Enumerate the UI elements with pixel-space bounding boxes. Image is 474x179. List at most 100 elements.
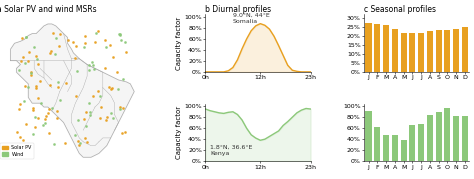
Point [121, 130, 129, 133]
Point [27, 74, 35, 76]
Point [31, 125, 38, 128]
Point [106, 43, 113, 46]
Point [74, 118, 82, 121]
Point [80, 46, 88, 49]
Point [21, 84, 29, 87]
Bar [401, 140, 407, 161]
Point [41, 122, 49, 124]
Point [113, 70, 120, 73]
Point [16, 135, 24, 138]
Bar [444, 108, 450, 161]
Point [85, 101, 93, 104]
Point [30, 46, 37, 49]
Point [109, 56, 116, 59]
Bar [427, 115, 433, 161]
Text: 1.8°N, 36.6°E
Kenya: 1.8°N, 36.6°E Kenya [210, 145, 253, 156]
Text: 9.0°N, 44°E
Somalia: 9.0°N, 44°E Somalia [233, 13, 270, 24]
Point [41, 118, 49, 121]
Point [54, 85, 62, 88]
Point [81, 35, 89, 38]
Text: a Solar PV and wind MSRs: a Solar PV and wind MSRs [0, 4, 97, 14]
Point [37, 102, 45, 105]
Point [116, 105, 124, 108]
Point [91, 41, 99, 44]
Point [31, 116, 39, 119]
Bar [383, 25, 389, 72]
Bar [374, 24, 380, 72]
Point [46, 51, 54, 54]
Bar [365, 23, 372, 72]
Point [91, 68, 98, 71]
Point [94, 90, 102, 92]
Bar [462, 27, 468, 72]
Point [25, 51, 33, 54]
Point [76, 141, 84, 144]
Point [13, 130, 21, 133]
Point [51, 52, 58, 55]
Point [119, 107, 127, 110]
Point [116, 34, 124, 37]
Point [96, 95, 104, 97]
Bar [365, 111, 372, 161]
Point [86, 110, 94, 113]
Point [21, 100, 28, 102]
Point [51, 142, 58, 145]
Point [107, 88, 114, 90]
Point [116, 32, 124, 35]
Point [101, 39, 109, 42]
Point [87, 113, 94, 116]
Bar [453, 29, 459, 72]
Point [21, 62, 29, 65]
Point [30, 133, 37, 136]
Point [85, 64, 93, 67]
Point [82, 111, 90, 113]
Point [52, 37, 59, 40]
Point [115, 33, 123, 35]
Point [89, 64, 96, 66]
Text: b Diurnal profiles: b Diurnal profiles [205, 4, 272, 14]
Bar [401, 33, 407, 72]
Point [121, 41, 128, 44]
Point [47, 49, 55, 52]
Legend: Solar PV, Wind: Solar PV, Wind [0, 143, 34, 159]
Point [56, 99, 64, 101]
Point [24, 86, 32, 89]
Point [71, 57, 79, 60]
Point [122, 51, 130, 54]
Point [22, 35, 29, 38]
Bar [427, 30, 433, 72]
Point [94, 30, 101, 33]
Point [83, 141, 91, 143]
Bar [418, 33, 424, 72]
Point [62, 141, 69, 144]
Point [101, 66, 109, 69]
Point [15, 107, 22, 110]
Bar [374, 127, 380, 161]
Point [72, 44, 80, 47]
Y-axis label: Capacity factor: Capacity factor [175, 16, 182, 70]
Point [46, 84, 54, 86]
Point [18, 37, 26, 39]
Point [29, 108, 36, 111]
Point [34, 97, 42, 100]
Point [97, 106, 104, 109]
Point [45, 108, 53, 111]
Point [34, 117, 42, 119]
Point [19, 56, 27, 59]
Bar [418, 124, 424, 161]
Point [107, 112, 115, 115]
Point [108, 87, 116, 90]
Point [29, 107, 36, 109]
Point [114, 87, 122, 90]
Point [73, 95, 80, 98]
Point [33, 58, 40, 61]
Point [16, 102, 24, 105]
Point [73, 69, 81, 72]
Point [85, 69, 93, 72]
Point [32, 55, 40, 58]
Point [117, 108, 124, 110]
Point [36, 79, 43, 82]
Point [24, 60, 32, 63]
Point [49, 32, 56, 35]
Bar [453, 116, 459, 161]
